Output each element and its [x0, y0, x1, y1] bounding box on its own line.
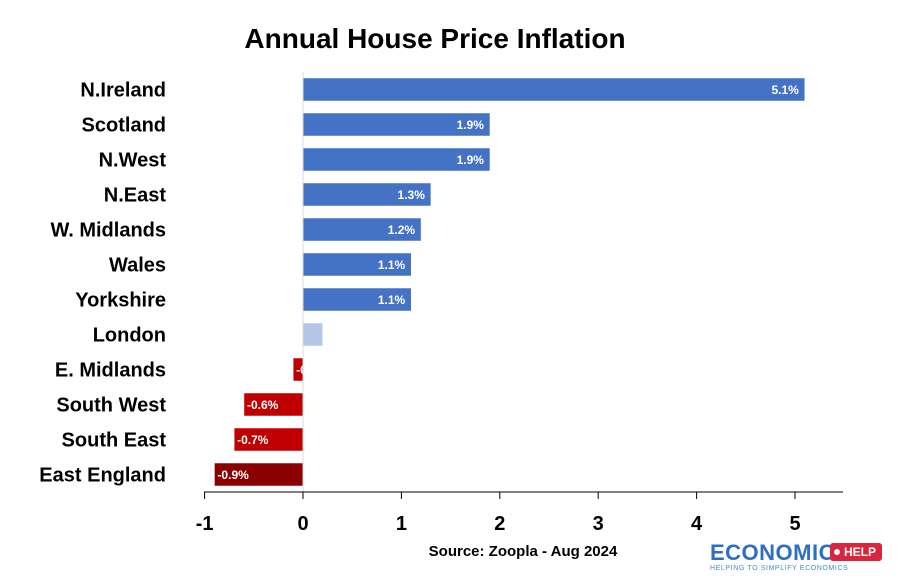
category-label: Scotland	[82, 115, 166, 137]
data-label: -0.6%	[247, 398, 279, 412]
category-label: Wales	[109, 255, 166, 277]
x-tick-label: 0	[297, 513, 308, 535]
data-label: -0.9%	[217, 468, 249, 482]
data-label: 1.9%	[457, 118, 485, 132]
x-axis: -1 0 1 2 3 4 5	[196, 72, 843, 535]
x-tick-label: 5	[789, 513, 800, 535]
data-label: -0.1%	[296, 363, 328, 377]
category-label: W. Midlands	[50, 220, 166, 242]
logo-wordmark: ECONOMICS	[710, 540, 851, 565]
data-label: 1.3%	[398, 188, 426, 202]
category-label: N.West	[99, 150, 167, 172]
data-label: -0.7%	[237, 433, 269, 447]
data-label: 1.1%	[378, 293, 406, 307]
source-note: Source: Zoopla - Aug 2024	[429, 543, 618, 560]
bar-n-ireland	[302, 77, 806, 102]
category-label: South West	[56, 395, 166, 417]
category-label: E. Midlands	[55, 360, 166, 382]
bars-layer: 5.1% 1.9% 1.9% 1.3% 1.2% 1.1% 1.1% 0.2% -0.1% -0.…	[214, 77, 806, 487]
x-tick-label: -1	[196, 513, 214, 535]
logo-help-badge: HELP	[830, 543, 883, 561]
category-label: East England	[39, 465, 166, 487]
x-tick-label: 1	[396, 513, 407, 535]
category-label: South East	[62, 430, 167, 452]
economics-help-logo: ECONOMICS HELP HELPING TO SIMPLIFY ECONO…	[710, 540, 883, 576]
chart-title: Annual House Price Inflation	[244, 23, 625, 54]
category-label: N.Ireland	[80, 80, 166, 102]
data-label: 1.1%	[378, 258, 406, 272]
x-tick-label: 3	[593, 513, 604, 535]
x-tick-label: 4	[691, 513, 703, 535]
data-label: 5.1%	[771, 83, 799, 97]
bar-london	[302, 322, 323, 347]
category-label: N.East	[104, 185, 167, 207]
data-label: 0.2%	[325, 328, 353, 342]
category-labels: N.Ireland Scotland N.West N.East W. Midlands…	[39, 80, 166, 487]
x-tick-label: 2	[494, 513, 505, 535]
category-label: Yorkshire	[75, 290, 166, 312]
data-label: 1.2%	[388, 223, 416, 237]
data-label: 1.9%	[457, 153, 485, 167]
logo-tagline: HELPING TO SIMPLIFY ECONOMICS	[710, 565, 849, 572]
category-label: London	[93, 325, 166, 347]
